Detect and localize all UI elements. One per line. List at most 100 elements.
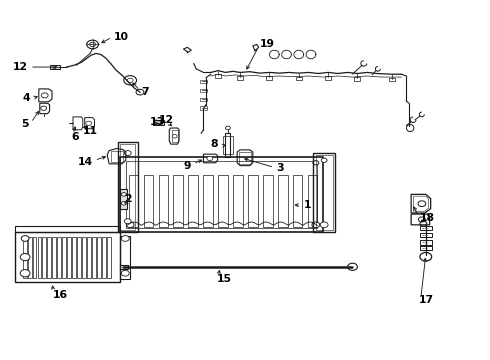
Text: 13: 13: [150, 117, 165, 127]
Bar: [200, 89, 207, 92]
Circle shape: [20, 270, 30, 277]
Bar: [354, 77, 360, 81]
Bar: [173, 175, 183, 226]
Circle shape: [122, 202, 126, 205]
Bar: [233, 175, 243, 226]
Text: 12: 12: [159, 115, 173, 125]
Bar: [120, 189, 127, 209]
Bar: [107, 237, 111, 278]
Bar: [57, 237, 61, 278]
Circle shape: [124, 150, 131, 156]
Bar: [237, 76, 243, 80]
Bar: [52, 237, 56, 278]
Circle shape: [418, 217, 425, 222]
Bar: [121, 235, 130, 279]
Bar: [92, 237, 96, 278]
Bar: [15, 226, 121, 232]
Bar: [23, 237, 26, 278]
Text: 7: 7: [141, 87, 148, 97]
Text: 9: 9: [184, 161, 191, 171]
Bar: [153, 121, 164, 125]
Circle shape: [86, 121, 92, 126]
Bar: [102, 237, 106, 278]
Text: 16: 16: [52, 290, 68, 300]
Bar: [308, 175, 318, 226]
Text: 11: 11: [83, 126, 98, 135]
Circle shape: [418, 201, 426, 207]
Bar: [223, 136, 233, 154]
Bar: [248, 175, 258, 226]
Circle shape: [420, 252, 432, 261]
Circle shape: [21, 235, 29, 241]
Circle shape: [87, 40, 98, 49]
Circle shape: [90, 42, 96, 46]
Bar: [420, 240, 432, 244]
Circle shape: [347, 263, 357, 270]
Circle shape: [313, 161, 319, 165]
Circle shape: [136, 89, 144, 95]
Bar: [296, 77, 302, 80]
Text: 14: 14: [77, 157, 93, 167]
Bar: [188, 175, 198, 226]
Bar: [121, 144, 135, 230]
Bar: [48, 237, 51, 278]
Text: 6: 6: [72, 132, 79, 142]
Bar: [314, 153, 335, 232]
Circle shape: [320, 222, 328, 228]
Circle shape: [122, 270, 129, 276]
Bar: [77, 237, 81, 278]
Bar: [215, 74, 221, 78]
Bar: [200, 98, 207, 101]
Text: 8: 8: [211, 139, 218, 149]
Circle shape: [41, 93, 48, 98]
Text: 19: 19: [260, 40, 275, 49]
Bar: [200, 107, 207, 110]
Bar: [218, 175, 228, 226]
Circle shape: [225, 126, 230, 130]
Bar: [32, 237, 36, 278]
Circle shape: [321, 158, 327, 162]
Bar: [267, 76, 272, 80]
Bar: [97, 237, 101, 278]
Bar: [316, 155, 333, 230]
Bar: [263, 175, 272, 226]
Bar: [159, 175, 168, 226]
Text: 4: 4: [23, 93, 30, 103]
Bar: [420, 246, 432, 250]
Bar: [27, 237, 31, 278]
Bar: [121, 265, 128, 269]
Bar: [72, 237, 76, 278]
Text: 15: 15: [217, 274, 232, 284]
Bar: [293, 175, 302, 226]
Bar: [82, 237, 86, 278]
Bar: [67, 237, 71, 278]
Bar: [203, 175, 213, 226]
Bar: [239, 152, 251, 164]
Text: 3: 3: [276, 163, 283, 173]
Circle shape: [127, 78, 133, 82]
Text: 18: 18: [419, 213, 435, 223]
Circle shape: [122, 235, 129, 241]
Circle shape: [312, 222, 320, 228]
Bar: [118, 142, 138, 232]
Circle shape: [124, 76, 137, 85]
Circle shape: [122, 193, 126, 196]
Bar: [43, 237, 47, 278]
Circle shape: [124, 219, 131, 224]
Bar: [172, 130, 177, 142]
Circle shape: [126, 222, 134, 228]
Bar: [49, 65, 60, 69]
Bar: [38, 237, 42, 278]
Text: 10: 10: [114, 32, 129, 41]
Bar: [225, 134, 230, 157]
Text: 2: 2: [124, 194, 131, 204]
Text: 5: 5: [22, 120, 29, 129]
Bar: [129, 175, 139, 226]
Text: 12: 12: [12, 62, 27, 72]
Bar: [144, 175, 153, 226]
Circle shape: [20, 253, 30, 261]
Bar: [62, 237, 66, 278]
Bar: [420, 226, 432, 230]
Circle shape: [207, 156, 213, 161]
Bar: [200, 80, 207, 83]
